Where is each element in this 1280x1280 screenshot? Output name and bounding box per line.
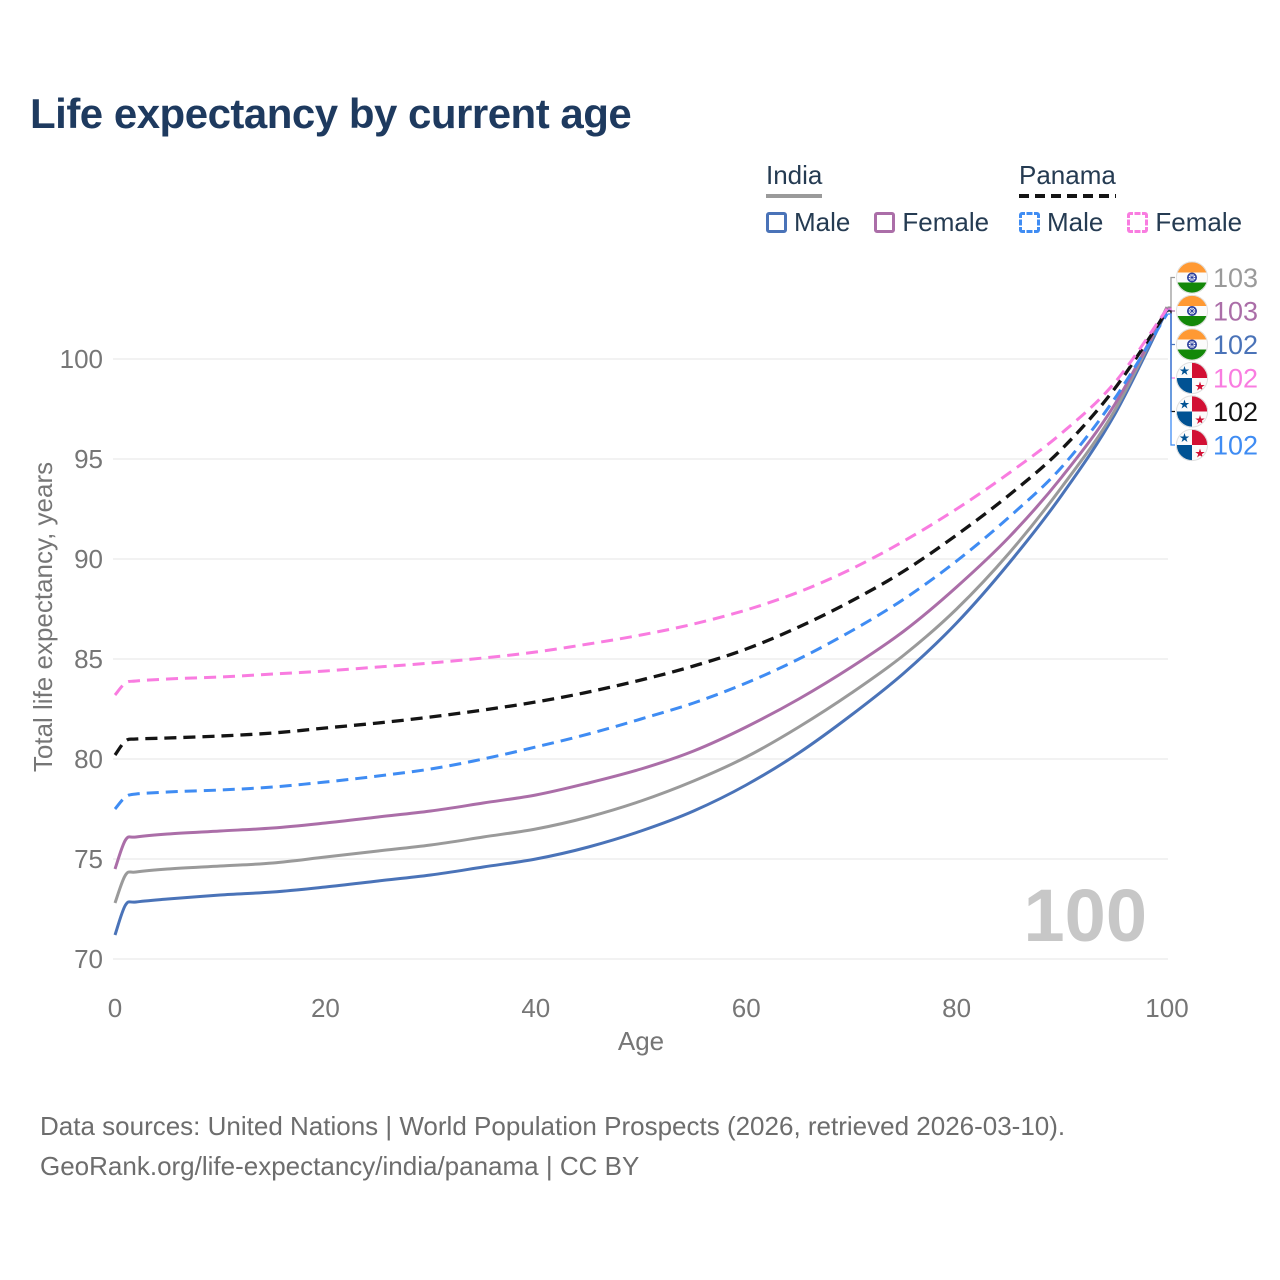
x-tick-label-100: 100 (1145, 993, 1188, 1023)
legend-swatch-india-male-icon (766, 212, 787, 233)
legend-item-panama-female[interactable]: Female (1127, 207, 1242, 238)
footer-attribution: GeoRank.org/life-expectancy/india/panama… (40, 1151, 640, 1181)
end-label-leader-panama_male (1167, 313, 1175, 446)
series-line-panama-male[interactable] (113, 313, 1169, 811)
legend-swatch-india-female-icon (874, 212, 896, 233)
india-flag-icon (1175, 294, 1209, 328)
footer-data-sources: Data sources: United Nations | World Pop… (40, 1111, 1066, 1141)
legend-label-panama-female: Female (1155, 207, 1243, 237)
end-label-value-panama_female: 102 (1213, 364, 1258, 394)
page-title: Life expectancy by current age (30, 90, 632, 137)
legend-header-india[interactable]: India (766, 160, 823, 198)
legend-swatch-panama-female-icon (1127, 212, 1149, 233)
legend-label-panama-male: Male (1047, 207, 1104, 237)
y-tick-label-90: 90 (74, 544, 103, 574)
legend-header-panama-label: Panama (1019, 160, 1116, 190)
y-tick-label-80: 80 (74, 744, 103, 774)
y-axis-title: Total life expectancy, years (28, 462, 58, 772)
end-label-value-panama_male: 102 (1213, 431, 1258, 461)
legend-group-panama: Panama Male Female (1019, 160, 1242, 238)
life-expectancy-chart[interactable]: 70 75 80 85 90 95 100 0 20 40 60 80 100 Age Total life… (0, 250, 1280, 1060)
legend-label-india-female: Female (902, 207, 990, 237)
series-line-panama-total[interactable] (113, 310, 1169, 757)
end-label-value-panama_total: 102 (1213, 397, 1258, 427)
y-tick-label-75: 75 (74, 844, 103, 874)
x-tick-label-0: 0 (108, 993, 122, 1023)
x-tick-label-60: 60 (732, 993, 761, 1023)
legend-label-india-male: Male (794, 207, 851, 237)
panama-flag-icon (1175, 395, 1209, 428)
chart-legend: India Male Female Panama (0, 160, 1280, 240)
y-tick-label-70: 70 (74, 944, 103, 974)
legend-header-panama[interactable]: Panama (1019, 160, 1116, 198)
x-tick-label-80: 80 (942, 993, 971, 1023)
series-line-india-male[interactable] (113, 309, 1169, 936)
legend-item-india-female[interactable]: Female (874, 207, 989, 238)
legend-items-india: Male Female (766, 207, 989, 238)
panama-flag-icon (1175, 428, 1209, 462)
y-tick-label-85: 85 (74, 644, 103, 674)
series-line-india-female[interactable] (113, 307, 1169, 870)
series-line-india-total[interactable] (113, 306, 1169, 904)
legend-swatch-panama-male-icon (1019, 212, 1040, 233)
legend-group-india: India Male Female (766, 160, 989, 238)
india-flag-icon (1175, 328, 1209, 361)
x-axis-title: Age (618, 1026, 664, 1056)
end-label-leader-india_total (1167, 276, 1175, 308)
legend-item-panama-male[interactable]: Male (1019, 207, 1103, 238)
legend-header-india-label: India (766, 160, 823, 190)
legend-items-panama: Male Female (1019, 207, 1242, 238)
chart-footer: Data sources: United Nations | World Pop… (40, 1106, 1065, 1186)
x-tick-label-20: 20 (311, 993, 340, 1023)
y-tick-label-100: 100 (60, 344, 103, 374)
end-label-value-india_female: 103 (1213, 297, 1258, 327)
panama-flag-icon (1175, 361, 1209, 395)
india-flag-icon (1175, 261, 1209, 294)
end-label-value-india_total: 103 (1213, 263, 1258, 293)
y-tick-label-95: 95 (74, 444, 103, 474)
series-line-panama-female[interactable] (113, 308, 1169, 697)
end-label-value-india_male: 102 (1213, 330, 1258, 360)
age-watermark: 100 (1024, 874, 1147, 957)
legend-item-india-male[interactable]: Male (766, 207, 850, 238)
x-tick-label-40: 40 (521, 993, 550, 1023)
legend-underline-india (766, 194, 823, 198)
legend-underline-panama (1019, 194, 1116, 198)
